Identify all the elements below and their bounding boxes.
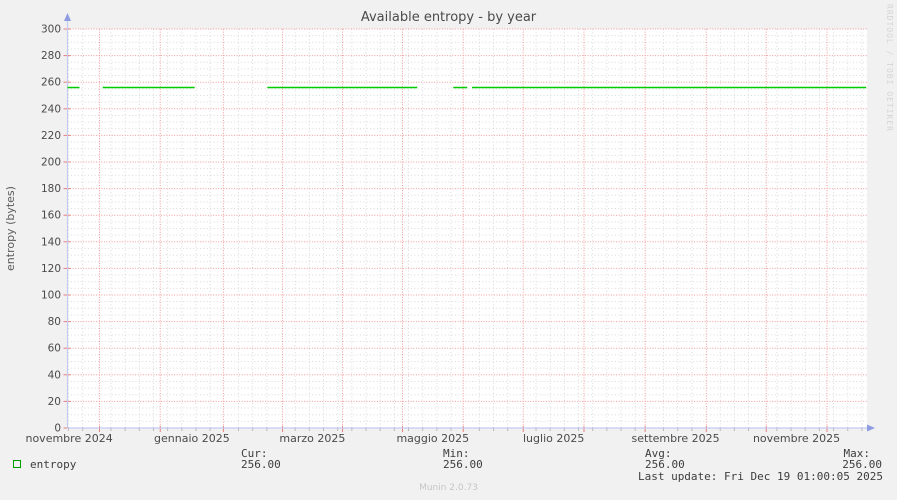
stat-header-max: Max: bbox=[843, 447, 871, 460]
x-tick-label: settembre 2025 bbox=[632, 432, 720, 445]
stat-value-max: 256.00 bbox=[842, 458, 882, 471]
chart-title: Available entropy - by year bbox=[360, 10, 537, 25]
x-tick-label: luglio 2025 bbox=[523, 432, 584, 445]
last-update-text: Last update: Fri Dec 19 01:00:05 2025 bbox=[637, 470, 883, 483]
x-tick-label: marzo 2025 bbox=[279, 432, 345, 445]
y-tick-label: 300 bbox=[41, 24, 61, 36]
y-tick-label: 60 bbox=[48, 343, 61, 355]
legend-swatch-entropy bbox=[13, 460, 21, 468]
x-tick-label: gennaio 2025 bbox=[154, 432, 230, 445]
y-tick-label: 40 bbox=[48, 369, 61, 381]
munin-version-text: Munin 2.0.73 bbox=[419, 483, 478, 493]
rrdtool-watermark: RRDTOOL / TOBI OETIKER bbox=[885, 4, 894, 132]
x-tick-label: novembre 2025 bbox=[753, 432, 840, 445]
x-axis-arrow-icon bbox=[867, 424, 875, 432]
stat-value-cur: 256.00 bbox=[241, 458, 281, 471]
y-tick-label: 20 bbox=[48, 396, 61, 408]
legend-series-label: entropy bbox=[30, 458, 77, 471]
y-tick-label: 80 bbox=[48, 316, 61, 328]
stat-value-avg: 256.00 bbox=[645, 458, 685, 471]
y-tick-label: 120 bbox=[41, 263, 61, 275]
y-tick-label: 280 bbox=[41, 50, 61, 62]
y-tick-label: 100 bbox=[41, 290, 61, 302]
y-tick-label: 0 bbox=[54, 423, 61, 435]
y-tick-label: 200 bbox=[41, 157, 61, 169]
y-tick-label: 220 bbox=[41, 130, 61, 142]
stat-header-min: Min: bbox=[443, 447, 470, 460]
y-tick-label: 140 bbox=[41, 236, 61, 248]
x-tick-label: maggio 2025 bbox=[396, 432, 469, 445]
stat-value-min: 256.00 bbox=[443, 458, 483, 471]
chart-plot-area: 0 20 40 60 80 100 120 140 160 180 200 220 240 260 280 3… bbox=[25, 13, 875, 445]
stat-header-avg: Avg: bbox=[645, 447, 672, 460]
y-tick-label: 180 bbox=[41, 183, 61, 195]
y-axis-arrow-icon bbox=[64, 13, 71, 21]
stat-header-cur: Cur: bbox=[241, 447, 268, 460]
y-tick-label: 240 bbox=[41, 103, 61, 115]
y-axis-label: entropy (bytes) bbox=[4, 186, 17, 271]
x-tick-label: novembre 2024 bbox=[25, 432, 112, 445]
y-tick-label: 260 bbox=[41, 77, 61, 89]
y-tick-label: 160 bbox=[41, 210, 61, 222]
